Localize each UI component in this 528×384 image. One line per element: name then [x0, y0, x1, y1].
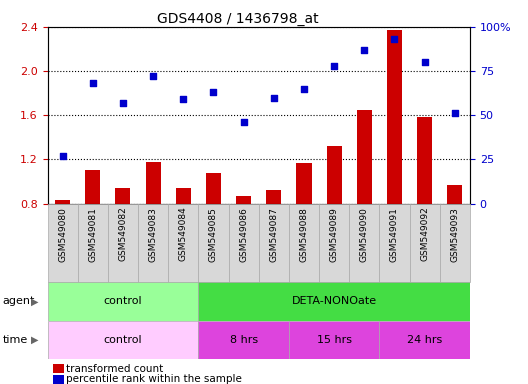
- Text: GSM549087: GSM549087: [269, 207, 278, 262]
- Bar: [349, 204, 380, 282]
- Bar: [380, 204, 410, 282]
- Text: percentile rank within the sample: percentile rank within the sample: [66, 374, 242, 384]
- Text: GSM549083: GSM549083: [148, 207, 158, 262]
- Bar: [138, 204, 168, 282]
- Bar: [85, 170, 100, 204]
- Bar: [266, 190, 281, 204]
- Bar: [327, 146, 342, 204]
- Point: [270, 94, 278, 101]
- Text: 24 hrs: 24 hrs: [407, 335, 442, 345]
- Bar: [447, 185, 463, 204]
- Bar: [48, 321, 199, 359]
- Bar: [108, 204, 138, 282]
- Text: GSM549082: GSM549082: [118, 207, 127, 262]
- Bar: [48, 204, 78, 282]
- Point: [300, 86, 308, 92]
- Text: agent: agent: [3, 296, 35, 306]
- Text: GSM549093: GSM549093: [450, 207, 459, 262]
- Bar: [259, 204, 289, 282]
- Point: [390, 36, 399, 42]
- Bar: [357, 110, 372, 204]
- Bar: [380, 321, 470, 359]
- Point: [149, 73, 157, 79]
- Text: control: control: [103, 335, 142, 345]
- Text: GSM549092: GSM549092: [420, 207, 429, 262]
- Text: DETA-NONOate: DETA-NONOate: [291, 296, 376, 306]
- Point: [89, 80, 97, 86]
- Text: transformed count: transformed count: [66, 364, 163, 374]
- Text: GSM549081: GSM549081: [88, 207, 97, 262]
- Text: GSM549086: GSM549086: [239, 207, 248, 262]
- Text: GSM549091: GSM549091: [390, 207, 399, 262]
- Bar: [440, 204, 470, 282]
- Bar: [199, 204, 229, 282]
- Point: [420, 59, 429, 65]
- Bar: [199, 321, 289, 359]
- Text: GSM549085: GSM549085: [209, 207, 218, 262]
- Text: GSM549089: GSM549089: [329, 207, 338, 262]
- Text: GSM549084: GSM549084: [179, 207, 188, 262]
- Text: ▶: ▶: [31, 296, 38, 306]
- Point: [209, 89, 218, 95]
- Text: control: control: [103, 296, 142, 306]
- Bar: [48, 282, 199, 321]
- Point: [450, 110, 459, 116]
- Bar: [229, 204, 259, 282]
- Text: GSM549080: GSM549080: [58, 207, 67, 262]
- Text: ▶: ▶: [31, 335, 38, 345]
- Point: [360, 47, 369, 53]
- Bar: [319, 204, 349, 282]
- Bar: [410, 204, 440, 282]
- Bar: [78, 204, 108, 282]
- Bar: [417, 118, 432, 204]
- Bar: [289, 204, 319, 282]
- Point: [330, 63, 338, 69]
- Point: [179, 96, 187, 103]
- Bar: [289, 321, 380, 359]
- Text: 15 hrs: 15 hrs: [317, 335, 352, 345]
- Bar: [199, 282, 470, 321]
- Point: [239, 119, 248, 125]
- Text: time: time: [3, 335, 28, 345]
- Text: 8 hrs: 8 hrs: [230, 335, 258, 345]
- Text: GDS4408 / 1436798_at: GDS4408 / 1436798_at: [157, 12, 318, 25]
- Text: GSM549090: GSM549090: [360, 207, 369, 262]
- Text: GSM549088: GSM549088: [299, 207, 308, 262]
- Bar: [168, 204, 199, 282]
- Bar: [176, 188, 191, 204]
- Bar: [236, 196, 251, 204]
- Bar: [296, 163, 312, 204]
- Bar: [206, 173, 221, 204]
- Bar: [146, 162, 161, 204]
- Point: [59, 153, 67, 159]
- Bar: [55, 200, 70, 204]
- Bar: [116, 188, 130, 204]
- Bar: [387, 30, 402, 204]
- Point: [119, 100, 127, 106]
